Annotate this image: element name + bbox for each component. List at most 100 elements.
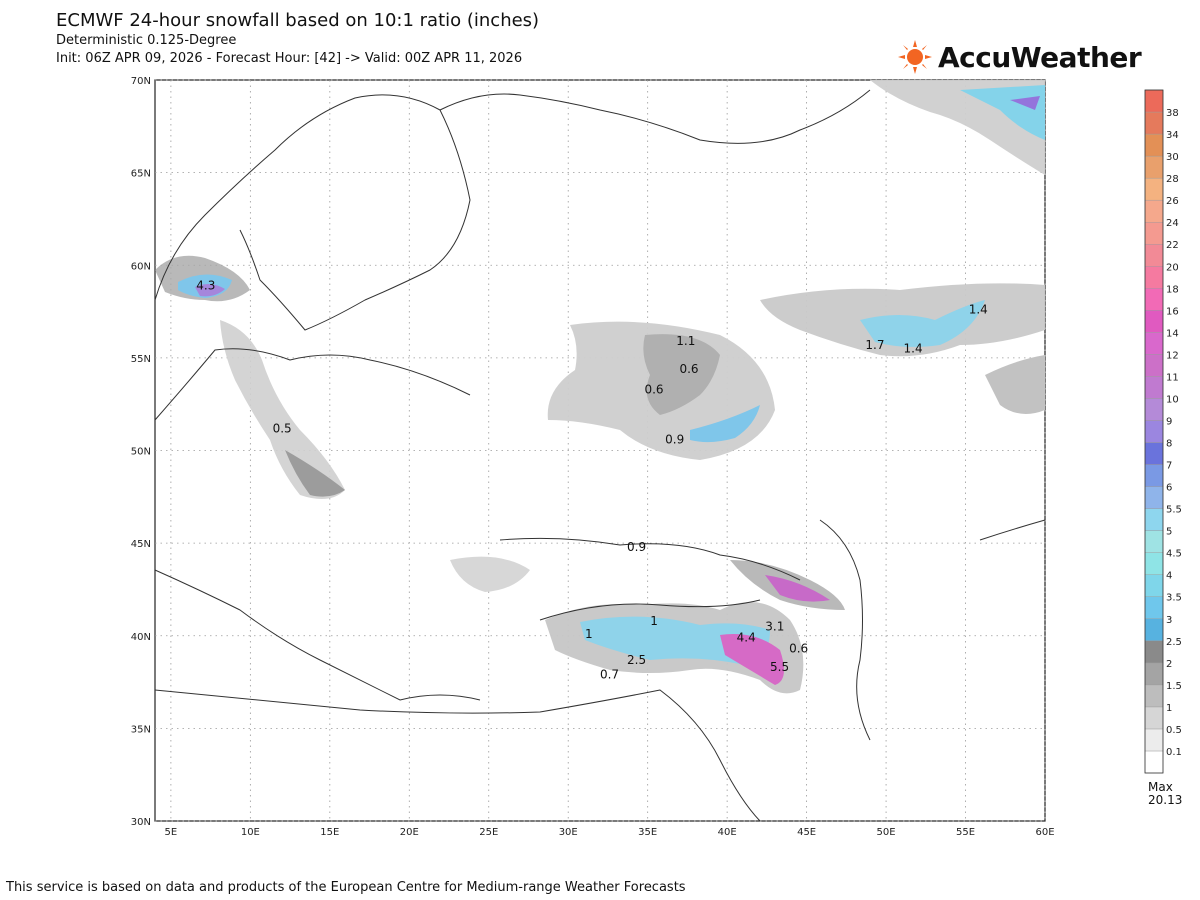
colorbar-swatch bbox=[1144, 618, 1164, 642]
snow-area-turkey-peak bbox=[720, 634, 784, 685]
brand-name: AccuWeather bbox=[938, 40, 1142, 74]
colorbar-tick-label: 2.5 bbox=[1166, 637, 1182, 648]
colorbar-tick-label: 5.5 bbox=[1166, 505, 1182, 516]
latitude-labels: 70N 65N 60N 55N 50N 45N 40N 35N 30N bbox=[131, 76, 151, 828]
colorbar-swatch bbox=[1144, 574, 1164, 597]
colorbar-tick-label: 38 bbox=[1166, 108, 1179, 119]
colorbar-swatch bbox=[1144, 133, 1164, 157]
colorbar-tick-label: 11 bbox=[1166, 372, 1179, 383]
map-title: ECMWF 24-hour snowfall based on 10:1 rat… bbox=[56, 10, 540, 31]
colorbar-tick-label: 4 bbox=[1166, 571, 1172, 582]
snow-amount-label: 1.7 bbox=[865, 338, 884, 352]
colorbar-swatch bbox=[1144, 398, 1164, 421]
colorbar-swatch bbox=[1144, 640, 1164, 664]
lon-label: 30E bbox=[559, 827, 578, 838]
colorbar-tick-label: 8 bbox=[1166, 439, 1172, 450]
snow-area-russia-core bbox=[643, 334, 720, 415]
snow-amount-label: 0.6 bbox=[644, 382, 663, 396]
colorbar-tick-label: 2 bbox=[1166, 659, 1172, 670]
colorbar-tick-label: 30 bbox=[1166, 152, 1179, 163]
colorbar-tick-label: 1.5 bbox=[1166, 681, 1182, 692]
lon-label: 25E bbox=[479, 827, 498, 838]
lon-label: 15E bbox=[320, 827, 339, 838]
snowfall-shading bbox=[155, 80, 1045, 694]
colorbar-tick-label: 5 bbox=[1166, 527, 1172, 538]
lon-label: 45E bbox=[797, 827, 816, 838]
colorbar-swatch bbox=[1144, 376, 1164, 399]
lon-label: 10E bbox=[241, 827, 260, 838]
lon-label: 5E bbox=[165, 827, 178, 838]
snow-amount-label: 0.9 bbox=[627, 540, 646, 554]
lon-label: 60E bbox=[1035, 827, 1054, 838]
snow-amount-label: 1.1 bbox=[676, 334, 695, 348]
lat-label: 45N bbox=[131, 539, 151, 550]
colorbar-swatch bbox=[1144, 89, 1164, 113]
snow-amount-label: 4.4 bbox=[737, 631, 756, 645]
sun-icon bbox=[898, 40, 932, 74]
lon-label: 35E bbox=[638, 827, 657, 838]
snow-area-balkans bbox=[450, 556, 530, 592]
colorbar-max-value: 20.13 bbox=[1148, 793, 1183, 807]
colorbar-tick-label: 10 bbox=[1166, 394, 1179, 405]
lat-label: 70N bbox=[131, 76, 151, 87]
coastlines bbox=[154, 89, 1046, 822]
colorbar-swatch bbox=[1144, 332, 1164, 355]
colorbar-swatch bbox=[1144, 508, 1164, 531]
colorbar-swatch bbox=[1144, 288, 1164, 311]
colorbar-swatch bbox=[1144, 420, 1164, 443]
colorbar-tick-label: 6 bbox=[1166, 483, 1172, 494]
lat-label: 60N bbox=[131, 261, 151, 272]
colorbar-swatch bbox=[1144, 464, 1164, 487]
colorbar-tick-label: 7 bbox=[1166, 461, 1172, 472]
lat-label: 55N bbox=[131, 354, 151, 365]
colorbar-swatch bbox=[1144, 552, 1164, 575]
snow-amount-label: 1 bbox=[585, 627, 593, 641]
snow-amount-label: 1.4 bbox=[904, 342, 923, 356]
snow-amount-label: 2.5 bbox=[627, 653, 646, 667]
colorbar-swatch bbox=[1144, 244, 1164, 267]
footer-credit: This service is based on data and produc… bbox=[6, 880, 686, 895]
init-line: Init: 06Z APR 09, 2026 - Forecast Hour: … bbox=[56, 51, 523, 66]
lat-label: 50N bbox=[131, 447, 151, 458]
colorbar-tick-label: 9 bbox=[1166, 416, 1172, 427]
snow-amount-labels: 4.3 0.5 1.1 0.6 0.6 0.9 1.4 1.7 1.4 0.9 1 1 4.4 3.1 0.… bbox=[196, 279, 987, 682]
lat-label: 40N bbox=[131, 632, 151, 643]
colorbar-tick-label: 18 bbox=[1166, 284, 1179, 295]
colorbar-swatch bbox=[1144, 266, 1164, 289]
snow-amount-label: 0.6 bbox=[679, 362, 698, 376]
snow-area-turkey-blue bbox=[580, 616, 770, 665]
colorbar-tick-label: 24 bbox=[1166, 218, 1179, 229]
colorbar-tick-label: 3.5 bbox=[1166, 593, 1182, 604]
colorbar-swatch bbox=[1144, 310, 1164, 333]
lon-label: 55E bbox=[956, 827, 975, 838]
lat-label: 65N bbox=[131, 169, 151, 180]
colorbar-swatch bbox=[1144, 221, 1164, 245]
colorbar-max-label: Max bbox=[1148, 780, 1173, 794]
colorbar-swatch bbox=[1144, 354, 1164, 377]
colorbar-swatch bbox=[1144, 486, 1164, 509]
model-line: Deterministic 0.125-Degree bbox=[56, 33, 237, 48]
snow-area-norway-peak bbox=[195, 283, 225, 297]
lon-label: 20E bbox=[400, 827, 419, 838]
title-block: ECMWF 24-hour snowfall based on 10:1 rat… bbox=[56, 10, 539, 68]
snow-amount-label: 1.4 bbox=[969, 303, 988, 317]
snow-area-alps bbox=[285, 450, 345, 497]
snow-amount-label: 0.9 bbox=[665, 432, 684, 446]
lon-label: 40E bbox=[718, 827, 737, 838]
colorbar-swatch bbox=[1144, 662, 1164, 686]
colorbar-tick-label: 20 bbox=[1166, 262, 1179, 273]
snow-amount-label: 0.5 bbox=[273, 421, 292, 435]
colorbar-tick-label: 3 bbox=[1166, 615, 1172, 626]
colorbar-tick-label: 4.5 bbox=[1166, 549, 1182, 560]
colorbar-swatch bbox=[1144, 530, 1164, 553]
colorbar-swatch bbox=[1144, 750, 1164, 774]
snow-amount-label: 0.6 bbox=[789, 642, 808, 656]
snow-amount-label: 1 bbox=[650, 614, 658, 628]
accuweather-logo: AccuWeather bbox=[898, 40, 1142, 74]
colorbar-swatch bbox=[1144, 155, 1164, 179]
colorbar-tick-label: 0.5 bbox=[1166, 725, 1182, 736]
colorbar-tick-label: 34 bbox=[1166, 130, 1179, 141]
colorbar-swatch bbox=[1144, 111, 1164, 135]
colorbar-swatch bbox=[1144, 728, 1164, 752]
